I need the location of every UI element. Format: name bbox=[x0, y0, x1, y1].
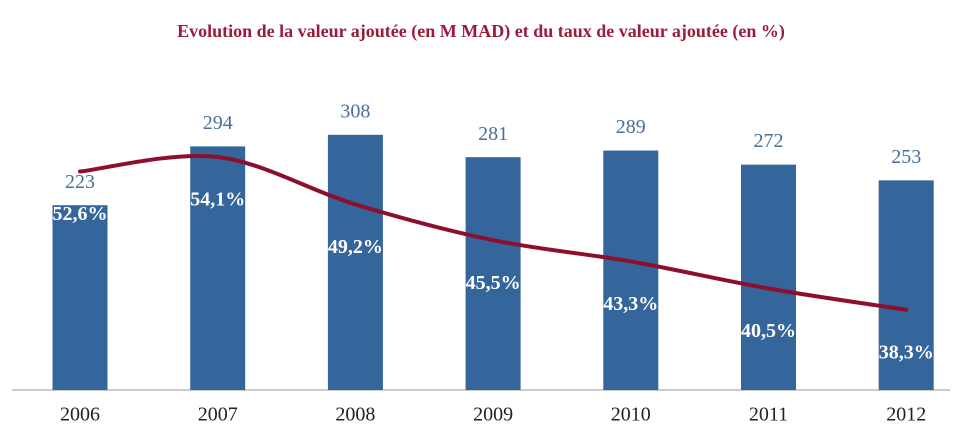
x-tick-label: 2012 bbox=[886, 404, 926, 426]
line-value-label: 43,3% bbox=[603, 293, 658, 315]
x-tick-label: 2008 bbox=[335, 404, 375, 426]
bar-value-label: 272 bbox=[754, 130, 784, 152]
bar bbox=[190, 146, 246, 390]
x-tick-label: 2010 bbox=[611, 404, 651, 426]
line-value-label: 38,3% bbox=[879, 341, 934, 363]
x-tick-label: 2006 bbox=[60, 404, 100, 426]
bar-value-label: 294 bbox=[203, 112, 233, 134]
x-tick-label: 2011 bbox=[749, 404, 788, 426]
line-value-label: 40,5% bbox=[741, 320, 796, 342]
bar-value-label: 253 bbox=[891, 146, 921, 168]
line-value-label: 52,6% bbox=[53, 203, 108, 225]
line-value-label: 45,5% bbox=[466, 272, 521, 294]
bar bbox=[878, 180, 934, 390]
bar bbox=[52, 205, 108, 390]
chart-title: Evolution de la valeur ajoutée (en M MAD… bbox=[177, 21, 785, 42]
x-tick-label: 2009 bbox=[473, 404, 513, 426]
line-value-label: 54,1% bbox=[190, 189, 245, 211]
bar-value-label: 281 bbox=[478, 123, 508, 145]
x-tick-label: 2007 bbox=[198, 404, 238, 426]
bar-value-label: 308 bbox=[340, 100, 370, 122]
bar bbox=[741, 164, 796, 390]
bar bbox=[465, 157, 521, 390]
bar-value-label: 223 bbox=[65, 171, 95, 193]
line-value-label: 49,2% bbox=[328, 236, 383, 258]
bar bbox=[327, 134, 383, 390]
line bbox=[78, 154, 909, 312]
bar bbox=[603, 150, 659, 390]
bar-value-label: 289 bbox=[616, 116, 646, 138]
